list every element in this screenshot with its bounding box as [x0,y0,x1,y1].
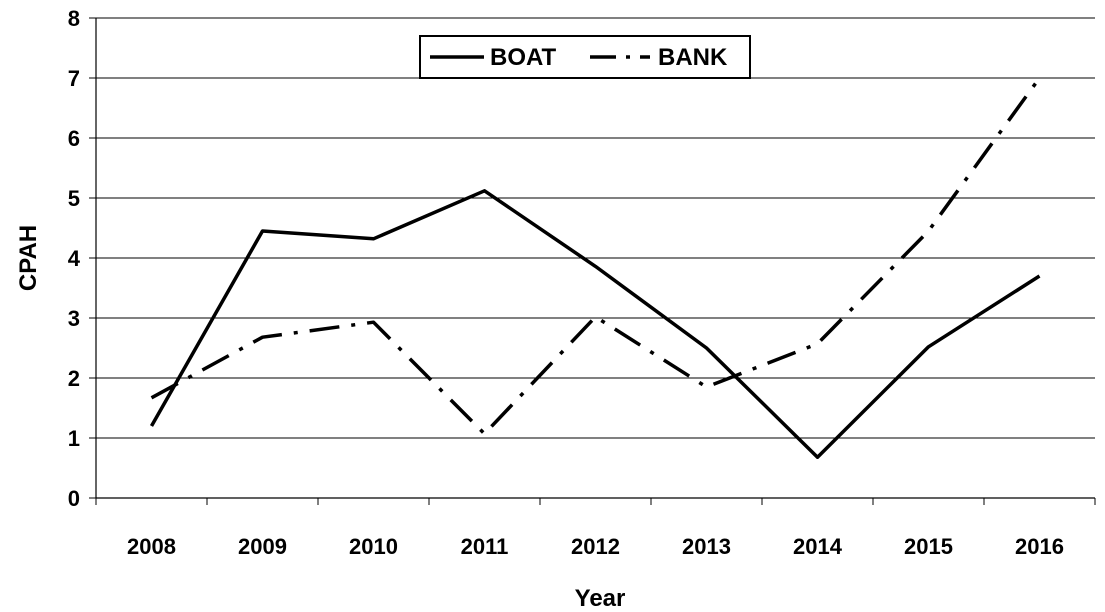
x-tick-label-2016: 2016 [1015,534,1064,559]
y-tick-labels: 0 1 2 3 4 5 6 7 8 [68,6,81,511]
gridlines [96,17,1095,439]
y-tick-label-6: 6 [68,126,80,151]
x-tick-label-2011: 2011 [461,534,509,559]
x-tick-label-2015: 2015 [904,534,953,559]
x-tick-label-2009: 2009 [238,534,287,559]
axes [89,17,1096,505]
x-tick-label-2008: 2008 [127,534,176,559]
series-line-boat [149,189,1041,459]
legend: BOAT BANK [419,35,751,79]
y-tick-label-4: 4 [68,246,81,271]
x-tick-label-2013: 2013 [682,534,731,559]
y-tick-label-3: 3 [68,306,80,331]
y-tick-label-8: 8 [68,6,80,31]
series-lines [149,76,1041,459]
y-tick-label-0: 0 [68,486,80,511]
x-tick-labels: 2008 2009 2010 2011 2012 2013 2014 2015 2016 [127,534,1064,559]
x-tick-label-2010: 2010 [349,534,398,559]
legend-label-boat: BOAT [490,44,557,71]
y-tick-label-2: 2 [68,366,80,391]
y-tick-label-1: 1 [68,426,80,451]
y-tick-label-5: 5 [68,186,80,211]
x-axis-title: Year [575,585,626,612]
x-tick-label-2012: 2012 [571,534,620,559]
x-tick-label-2014: 2014 [793,534,843,559]
y-tick-label-7: 7 [68,66,80,91]
y-axis-title: CPAH [15,225,42,291]
legend-label-bank: BANK [658,44,728,71]
series-line-bank [150,76,1041,436]
